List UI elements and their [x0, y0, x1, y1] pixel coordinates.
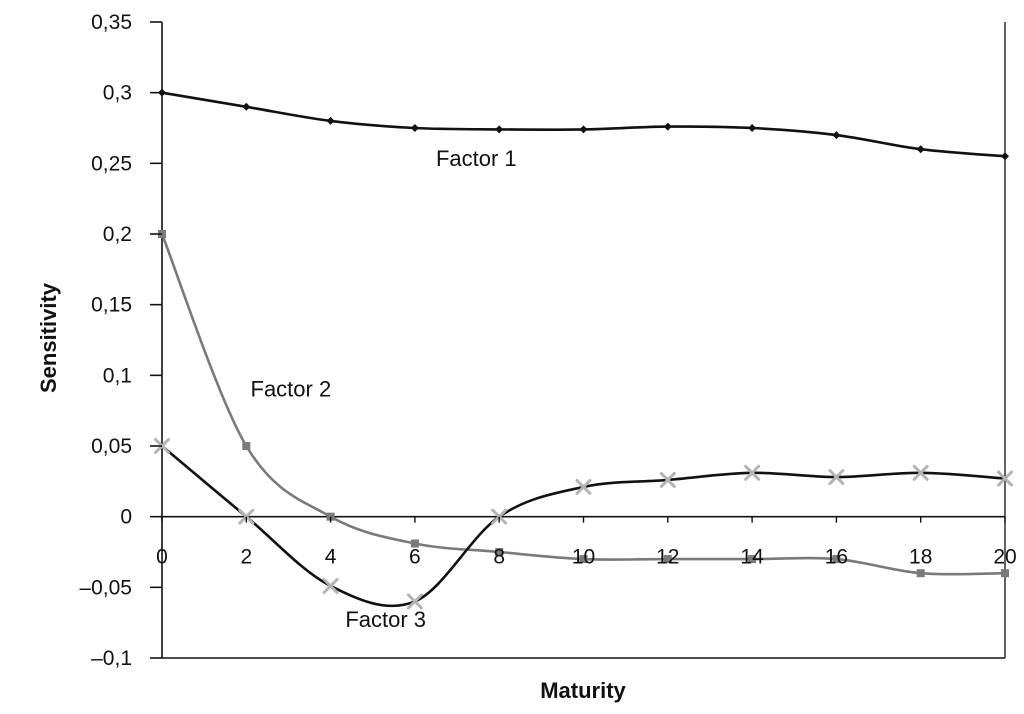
factor-2-point [579, 555, 588, 564]
tick-layer: –0,1 –0,05 0 0,05 0,1 0,15 0,2 0,25 0,3 0,35 0 2 4 6 8… [79, 11, 1016, 670]
factor-2-point [1001, 569, 1009, 578]
series-annotation: Factor 3 [345, 607, 426, 632]
y-tick-label: 0,15 [91, 294, 132, 317]
factor-1-line [161, 91, 1006, 158]
x-tick-label: 8 [493, 546, 505, 569]
x-tick-label: 16 [825, 546, 848, 569]
factor-2-point [242, 442, 251, 450]
factor-2-point [663, 555, 672, 564]
factor-3-point [406, 593, 423, 610]
y-tick-label: 0 [120, 506, 132, 529]
factor-1-point [916, 145, 925, 154]
y-tick-label: 0,25 [91, 152, 132, 175]
x-tick-label: 12 [656, 546, 679, 569]
factor-3-point [322, 577, 339, 594]
factor-3-point [575, 478, 592, 495]
series-layer [154, 88, 1013, 610]
x-tick-label: 6 [409, 546, 421, 569]
x-tick-label: 4 [325, 546, 337, 569]
factor-2-point [916, 569, 925, 578]
factor-3-line [161, 445, 1006, 608]
y-tick-label: 0,2 [103, 223, 132, 246]
x-tick-label: 0 [156, 546, 168, 569]
x-tick-label: 10 [572, 546, 595, 569]
factor-3-point [659, 471, 676, 488]
series-annotation: Factor 2 [251, 377, 332, 402]
y-tick-label: –0,1 [91, 647, 132, 670]
y-tick-label: –0,05 [79, 576, 132, 599]
factor-1-point [663, 122, 672, 131]
factor-2-line [160, 233, 1006, 576]
x-axis-title: Maturity [540, 678, 626, 703]
y-tick-label: 0,1 [103, 364, 132, 387]
factor-1-point [410, 124, 419, 132]
factor-3-point [828, 469, 845, 486]
factor-1-point [579, 125, 588, 134]
factor-3-point [997, 470, 1013, 487]
factor-2-point [495, 548, 504, 556]
factor-1-point [326, 116, 335, 125]
series-annotation: Factor 1 [436, 146, 517, 171]
x-tick-label: 14 [740, 546, 764, 569]
factor-3-point [744, 464, 761, 481]
factor-1-point [495, 125, 504, 134]
factor-1-point [832, 131, 841, 140]
factor-2-point [748, 555, 757, 564]
factor-1-point [748, 124, 757, 132]
annotation-layer: Factor 1 Factor 2 Factor 3 [251, 146, 517, 632]
y-tick-label: 0,3 [103, 82, 132, 105]
factor-1-point [1001, 152, 1009, 161]
x-tick-label: 2 [240, 546, 252, 569]
factor-2-point [410, 539, 419, 548]
x-tick-label: 20 [993, 546, 1016, 569]
y-axis-title: Sensitivity [36, 282, 61, 393]
y-tick-label: 0,35 [91, 11, 132, 34]
factor-1-point [242, 102, 251, 111]
x-tick-label: 18 [909, 546, 932, 569]
y-tick-label: 0,05 [91, 435, 132, 458]
factor-3-point [912, 464, 929, 481]
factor-2-point [832, 555, 841, 564]
